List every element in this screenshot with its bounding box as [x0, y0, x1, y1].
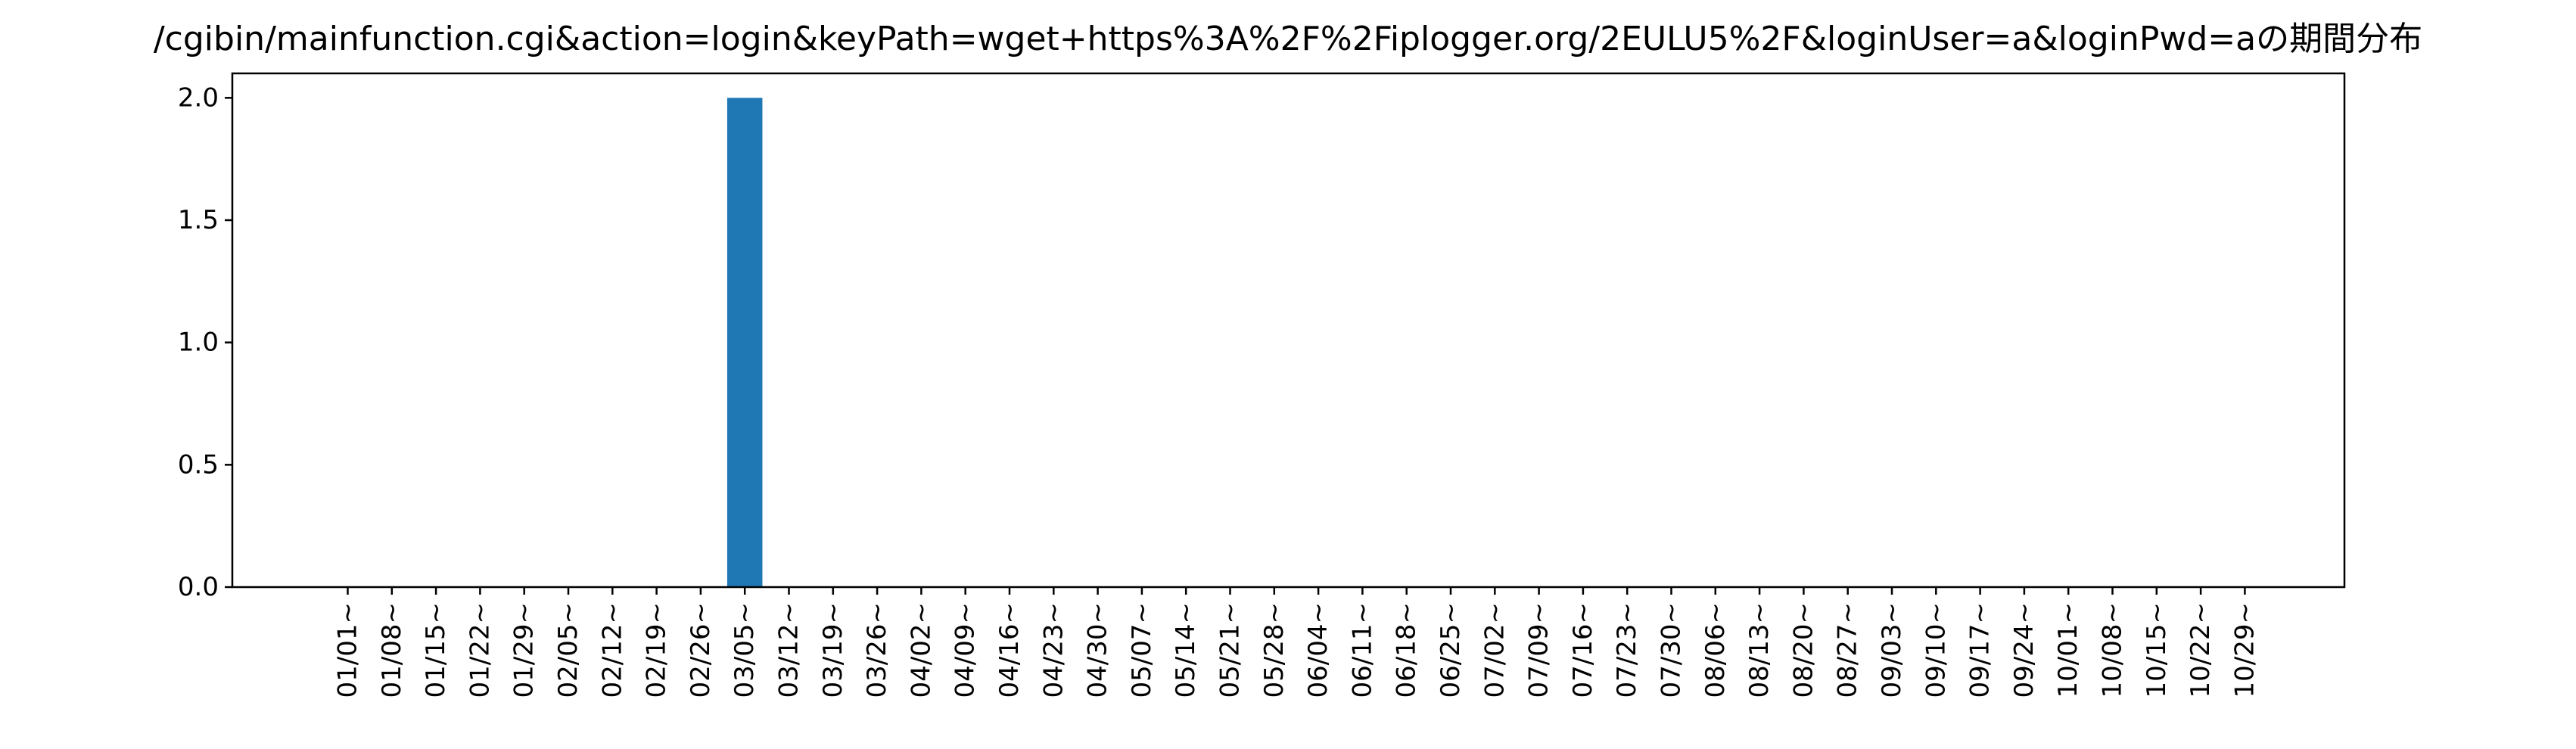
y-tick-label: 1.0 [178, 328, 219, 358]
x-tick-label: 02/05~ [553, 602, 583, 698]
x-tick-label: 04/16~ [994, 602, 1025, 698]
x-tick-label: 09/24~ [2009, 602, 2039, 698]
x-tick-label: 06/04~ [1303, 602, 1333, 698]
x-tick-label: 10/22~ [2186, 602, 2216, 698]
x-tick-label: 03/12~ [774, 602, 804, 698]
x-tick-label: 06/18~ [1392, 602, 1422, 698]
x-tick-label: 08/06~ [1700, 602, 1731, 698]
x-tick-label: 08/20~ [1788, 602, 1818, 698]
x-tick-label: 01/22~ [465, 602, 495, 698]
x-tick-label: 04/02~ [906, 602, 936, 698]
x-tick-label: 04/23~ [1038, 602, 1069, 698]
x-tick-label: 10/01~ [2053, 602, 2083, 698]
x-tick-label: 09/03~ [1877, 602, 1907, 698]
x-tick-label: 06/11~ [1347, 602, 1377, 698]
y-tick-label: 0.0 [178, 572, 219, 602]
x-tick-label: 05/14~ [1171, 602, 1201, 698]
x-tick-label: 04/30~ [1083, 602, 1113, 698]
x-axis: 01/01~ 01/08~ 01/15~ 01/22~ 01/29~ 02/05~ 02/1… [333, 587, 2260, 698]
x-tick-label: 10/15~ [2142, 602, 2172, 698]
x-tick-label: 03/05~ [730, 602, 760, 698]
x-tick-label: 05/07~ [1127, 602, 1157, 698]
y-tick-label: 2.0 [178, 82, 219, 113]
x-tick-label: 08/13~ [1744, 602, 1775, 698]
x-tick-label: 03/26~ [862, 602, 892, 698]
x-tick-label: 09/10~ [1921, 602, 1951, 698]
x-tick-label: 02/12~ [597, 602, 627, 698]
x-tick-label: 01/01~ [333, 602, 363, 698]
x-tick-label: 05/28~ [1259, 602, 1290, 698]
x-tick-label: 07/23~ [1612, 602, 1642, 698]
bars-group [726, 98, 763, 588]
x-tick-label: 09/17~ [1965, 602, 1996, 698]
x-tick-label: 07/16~ [1568, 602, 1598, 698]
x-tick-label: 06/25~ [1436, 602, 1466, 698]
x-tick-label: 03/19~ [818, 602, 848, 698]
x-tick-label: 05/21~ [1215, 602, 1246, 698]
bar-03-05 [726, 98, 763, 588]
x-tick-label: 01/29~ [509, 602, 540, 698]
x-tick-label: 01/15~ [421, 602, 451, 698]
x-tick-label: 02/19~ [642, 602, 672, 698]
x-tick-label: 07/09~ [1524, 602, 1554, 698]
x-tick-label: 07/30~ [1657, 602, 1687, 698]
x-tick-label: 07/02~ [1479, 602, 1510, 698]
x-tick-label: 02/26~ [686, 602, 716, 698]
x-tick-label: 08/27~ [1833, 602, 1863, 698]
x-tick-label: 10/29~ [2229, 602, 2260, 698]
y-tick-label: 1.5 [178, 205, 219, 235]
plot-frame [231, 72, 2346, 589]
x-tick-label: 01/08~ [377, 602, 407, 698]
x-tick-label: 04/09~ [950, 602, 981, 698]
chart-title: /cgibin/mainfunction.cgi&action=login&ke… [154, 20, 2422, 58]
x-tick-label: 10/08~ [2098, 602, 2128, 698]
y-tick-label: 0.5 [178, 449, 219, 480]
y-axis: 0.0 0.5 1.0 1.5 2.0 [178, 82, 232, 602]
